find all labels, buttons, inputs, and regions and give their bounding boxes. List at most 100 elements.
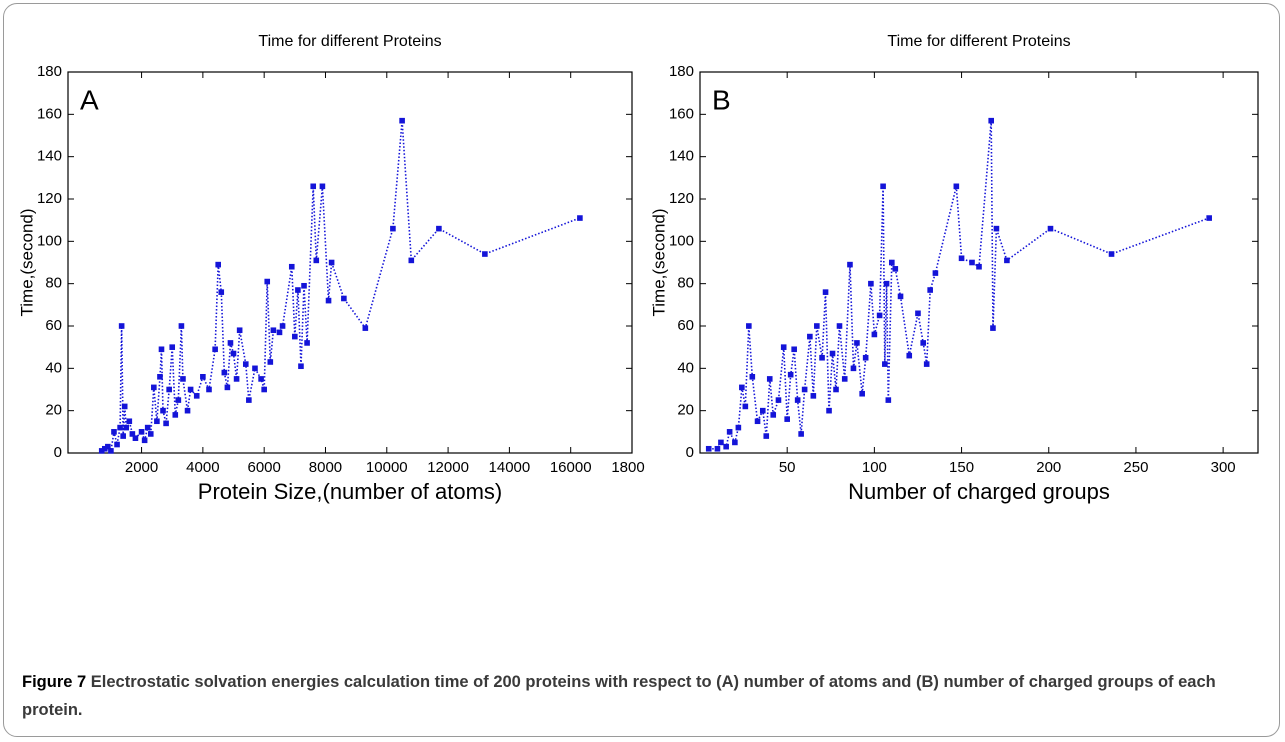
data-point xyxy=(147,431,154,437)
data-point xyxy=(822,289,829,295)
data-point xyxy=(787,371,794,378)
y-tick-label: 180 xyxy=(669,63,694,80)
data-point xyxy=(819,354,825,361)
data-point xyxy=(252,365,258,372)
data-point xyxy=(759,407,766,414)
data-point xyxy=(726,429,733,435)
data-point xyxy=(883,280,890,287)
data-point xyxy=(833,386,839,393)
plot-area xyxy=(67,71,633,454)
data-point xyxy=(292,333,298,340)
x-tick-label: 12000 xyxy=(427,459,469,476)
data-point xyxy=(298,363,304,370)
data-point xyxy=(885,397,892,403)
data-point xyxy=(158,346,165,353)
data-point xyxy=(206,386,212,393)
data-point xyxy=(120,433,126,439)
data-point xyxy=(920,340,926,346)
data-point xyxy=(144,424,151,431)
panel-label: A xyxy=(80,84,99,115)
y-tick-label: 80 xyxy=(677,275,694,292)
data-point xyxy=(129,431,136,437)
charts: Time for different Proteins 0 20 40 60 80 100 1… xyxy=(17,33,1259,504)
data-point xyxy=(577,215,583,221)
data-point xyxy=(126,418,133,425)
data-point xyxy=(169,344,176,350)
data-point xyxy=(242,361,249,367)
data-point xyxy=(193,393,200,399)
data-point xyxy=(114,441,120,448)
data-point xyxy=(892,266,899,272)
data-point xyxy=(111,429,117,435)
x-tick-label: 250 xyxy=(1123,459,1148,476)
data-point xyxy=(836,323,843,329)
y-tick-label: 80 xyxy=(45,275,62,292)
y-tick-label: 140 xyxy=(37,148,62,165)
data-point xyxy=(871,331,878,338)
x-tick-label: 2000 xyxy=(125,459,158,476)
data-point xyxy=(763,433,770,439)
data-point xyxy=(187,386,194,393)
data-point xyxy=(270,327,277,334)
data-point xyxy=(714,445,721,452)
data-point xyxy=(923,361,930,367)
data-point xyxy=(108,448,114,454)
data-point xyxy=(915,310,921,317)
data-point xyxy=(784,416,790,422)
y-tick-label: 40 xyxy=(677,359,694,376)
data-point xyxy=(157,374,163,380)
chart-title: Time for different Proteins xyxy=(258,33,441,50)
data-point xyxy=(718,439,724,446)
data-point xyxy=(850,365,857,372)
data-point xyxy=(121,403,128,410)
data-point xyxy=(341,295,347,302)
figure-frame xyxy=(3,3,1280,737)
y-tick-label: 20 xyxy=(45,402,62,419)
data-point xyxy=(969,259,975,266)
data-point xyxy=(218,289,225,295)
data-point xyxy=(1004,257,1010,264)
x-tick-label: 150 xyxy=(949,459,974,476)
x-axis-label: Number of charged groups xyxy=(848,479,1110,504)
x-tick-label: 10000 xyxy=(366,459,408,476)
x-tick-label: 1800 xyxy=(611,459,644,476)
series-line xyxy=(101,120,581,453)
data-point xyxy=(123,424,130,431)
data-point xyxy=(212,346,218,353)
y-tick-label: 0 xyxy=(54,444,62,461)
data-point xyxy=(215,261,221,268)
chart-title: Time for different Proteins xyxy=(887,33,1070,50)
data-point xyxy=(847,261,853,268)
caption-label: Figure 7 xyxy=(22,673,87,691)
x-axis-label: Protein Size,(number of atoms) xyxy=(198,479,502,504)
y-tick-label: 0 xyxy=(686,444,694,461)
y-tick-label: 40 xyxy=(45,359,62,376)
data-point xyxy=(141,437,148,444)
data-point xyxy=(233,376,240,382)
x-tick-label: 50 xyxy=(779,459,796,476)
data-point xyxy=(160,407,166,414)
data-point xyxy=(826,407,832,414)
data-point xyxy=(780,344,787,350)
data-point xyxy=(362,325,369,331)
caption: Figure 7 Electrostatic solvation energie… xyxy=(22,668,1242,724)
data-point xyxy=(882,361,888,367)
data-point xyxy=(906,352,913,359)
y-tick-label: 160 xyxy=(669,105,694,122)
data-point xyxy=(993,225,1000,232)
data-point xyxy=(770,412,777,418)
data-point xyxy=(319,183,326,190)
data-point xyxy=(390,225,396,232)
data-point xyxy=(175,397,182,403)
data-point xyxy=(200,374,206,380)
data-point xyxy=(754,418,761,425)
data-point xyxy=(482,251,488,257)
data-point xyxy=(230,350,237,357)
data-point xyxy=(399,117,405,124)
data-point xyxy=(101,445,108,452)
x-tick-label: 6000 xyxy=(247,459,280,476)
y-tick-label: 160 xyxy=(37,105,62,122)
data-point xyxy=(313,257,320,264)
data-point xyxy=(1206,215,1212,221)
